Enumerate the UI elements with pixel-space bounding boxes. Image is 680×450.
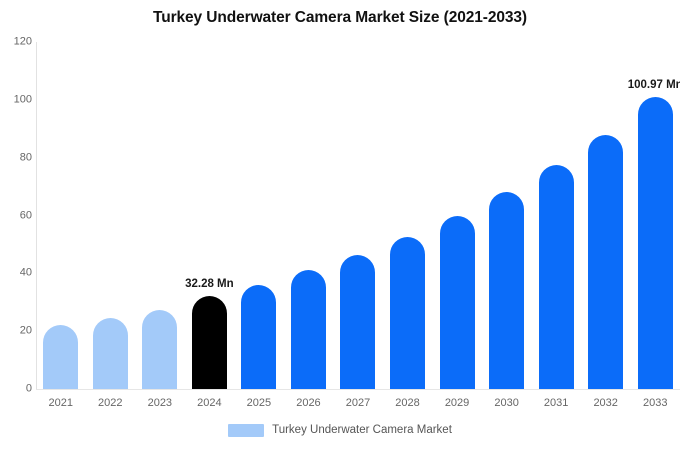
bar-2021[interactable] xyxy=(43,325,79,389)
bar-slot-2021 xyxy=(36,42,86,389)
bar-value-label-2024: 32.28 Mn xyxy=(185,277,234,290)
x-axis-tick-2029: 2029 xyxy=(444,397,470,409)
chart-legend: Turkey Underwater Camera Market xyxy=(0,424,680,437)
x-axis-tick-2027: 2027 xyxy=(345,397,371,409)
y-axis-tick-40: 40 xyxy=(19,266,32,279)
bar-value-label-2033: 100.97 Mn xyxy=(627,79,680,92)
y-axis-tick-60: 60 xyxy=(19,209,32,221)
y-axis-line xyxy=(36,42,37,389)
x-axis-tick-2023: 2023 xyxy=(147,397,173,409)
plot-area: 32.28 Mn 100.97 Mn xyxy=(36,42,680,389)
y-axis-tick-120: 120 xyxy=(13,35,32,48)
bar-2029[interactable] xyxy=(439,215,475,389)
x-axis-tick-labels: 2021 2022 2023 2024 2025 2026 2027 2028 2029 2030… xyxy=(36,396,680,414)
bar-2030[interactable] xyxy=(489,192,525,389)
x-axis-tick-2033: 2033 xyxy=(642,397,668,409)
bar-2026[interactable] xyxy=(290,270,326,389)
legend-swatch-turkey-underwater-camera-market xyxy=(228,424,265,437)
chart-title: Turkey Underwater Camera Market Size (20… xyxy=(153,9,527,26)
bar-slot-2030 xyxy=(482,42,532,389)
bar-2023[interactable] xyxy=(142,310,178,389)
x-axis-tick-2026: 2026 xyxy=(296,397,321,409)
bar-slot-2027 xyxy=(333,42,383,389)
bar-slot-2022 xyxy=(86,42,136,389)
bar-slot-2031 xyxy=(531,42,581,389)
x-axis-tick-2030: 2030 xyxy=(494,397,519,409)
bar-slot-2023 xyxy=(135,42,185,389)
bar-slot-2025 xyxy=(234,42,284,389)
bar-2024[interactable] xyxy=(191,295,227,389)
legend-label-turkey-underwater-camera-market: Turkey Underwater Camera Market xyxy=(272,424,452,436)
bar-2022[interactable] xyxy=(92,318,128,389)
y-axis-tick-0: 0 xyxy=(25,382,32,395)
bar-slot-2028 xyxy=(383,42,433,389)
bar-slot-2026 xyxy=(284,42,334,389)
x-axis-tick-2025: 2025 xyxy=(246,397,272,409)
bar-2027[interactable] xyxy=(340,254,376,389)
y-axis-tick-80: 80 xyxy=(19,151,32,164)
x-axis-tick-2031: 2031 xyxy=(543,397,569,409)
bar-2031[interactable] xyxy=(538,164,574,389)
x-axis-tick-2021: 2021 xyxy=(48,397,73,409)
bar-slot-2033: 100.97 Mn xyxy=(627,42,680,389)
y-axis-tick-20: 20 xyxy=(19,324,32,337)
x-axis-tick-2022: 2022 xyxy=(98,397,123,409)
bar-slot-2032 xyxy=(581,42,631,389)
y-axis-tick-100: 100 xyxy=(13,93,32,106)
bar-2028[interactable] xyxy=(390,237,426,389)
x-axis-tick-2032: 2032 xyxy=(593,397,618,409)
x-axis-line xyxy=(36,389,680,390)
bar-slot-2029 xyxy=(432,42,482,389)
bar-2032[interactable] xyxy=(588,134,624,389)
y-axis-tick-labels: 0 20 40 60 80 100 120 xyxy=(0,36,32,394)
x-axis-tick-2028: 2028 xyxy=(395,397,420,409)
bar-2033[interactable] xyxy=(637,97,673,389)
bar-2025[interactable] xyxy=(241,284,277,389)
x-axis-tick-2024: 2024 xyxy=(197,397,222,409)
bar-slot-2024: 32.28 Mn xyxy=(185,42,235,389)
